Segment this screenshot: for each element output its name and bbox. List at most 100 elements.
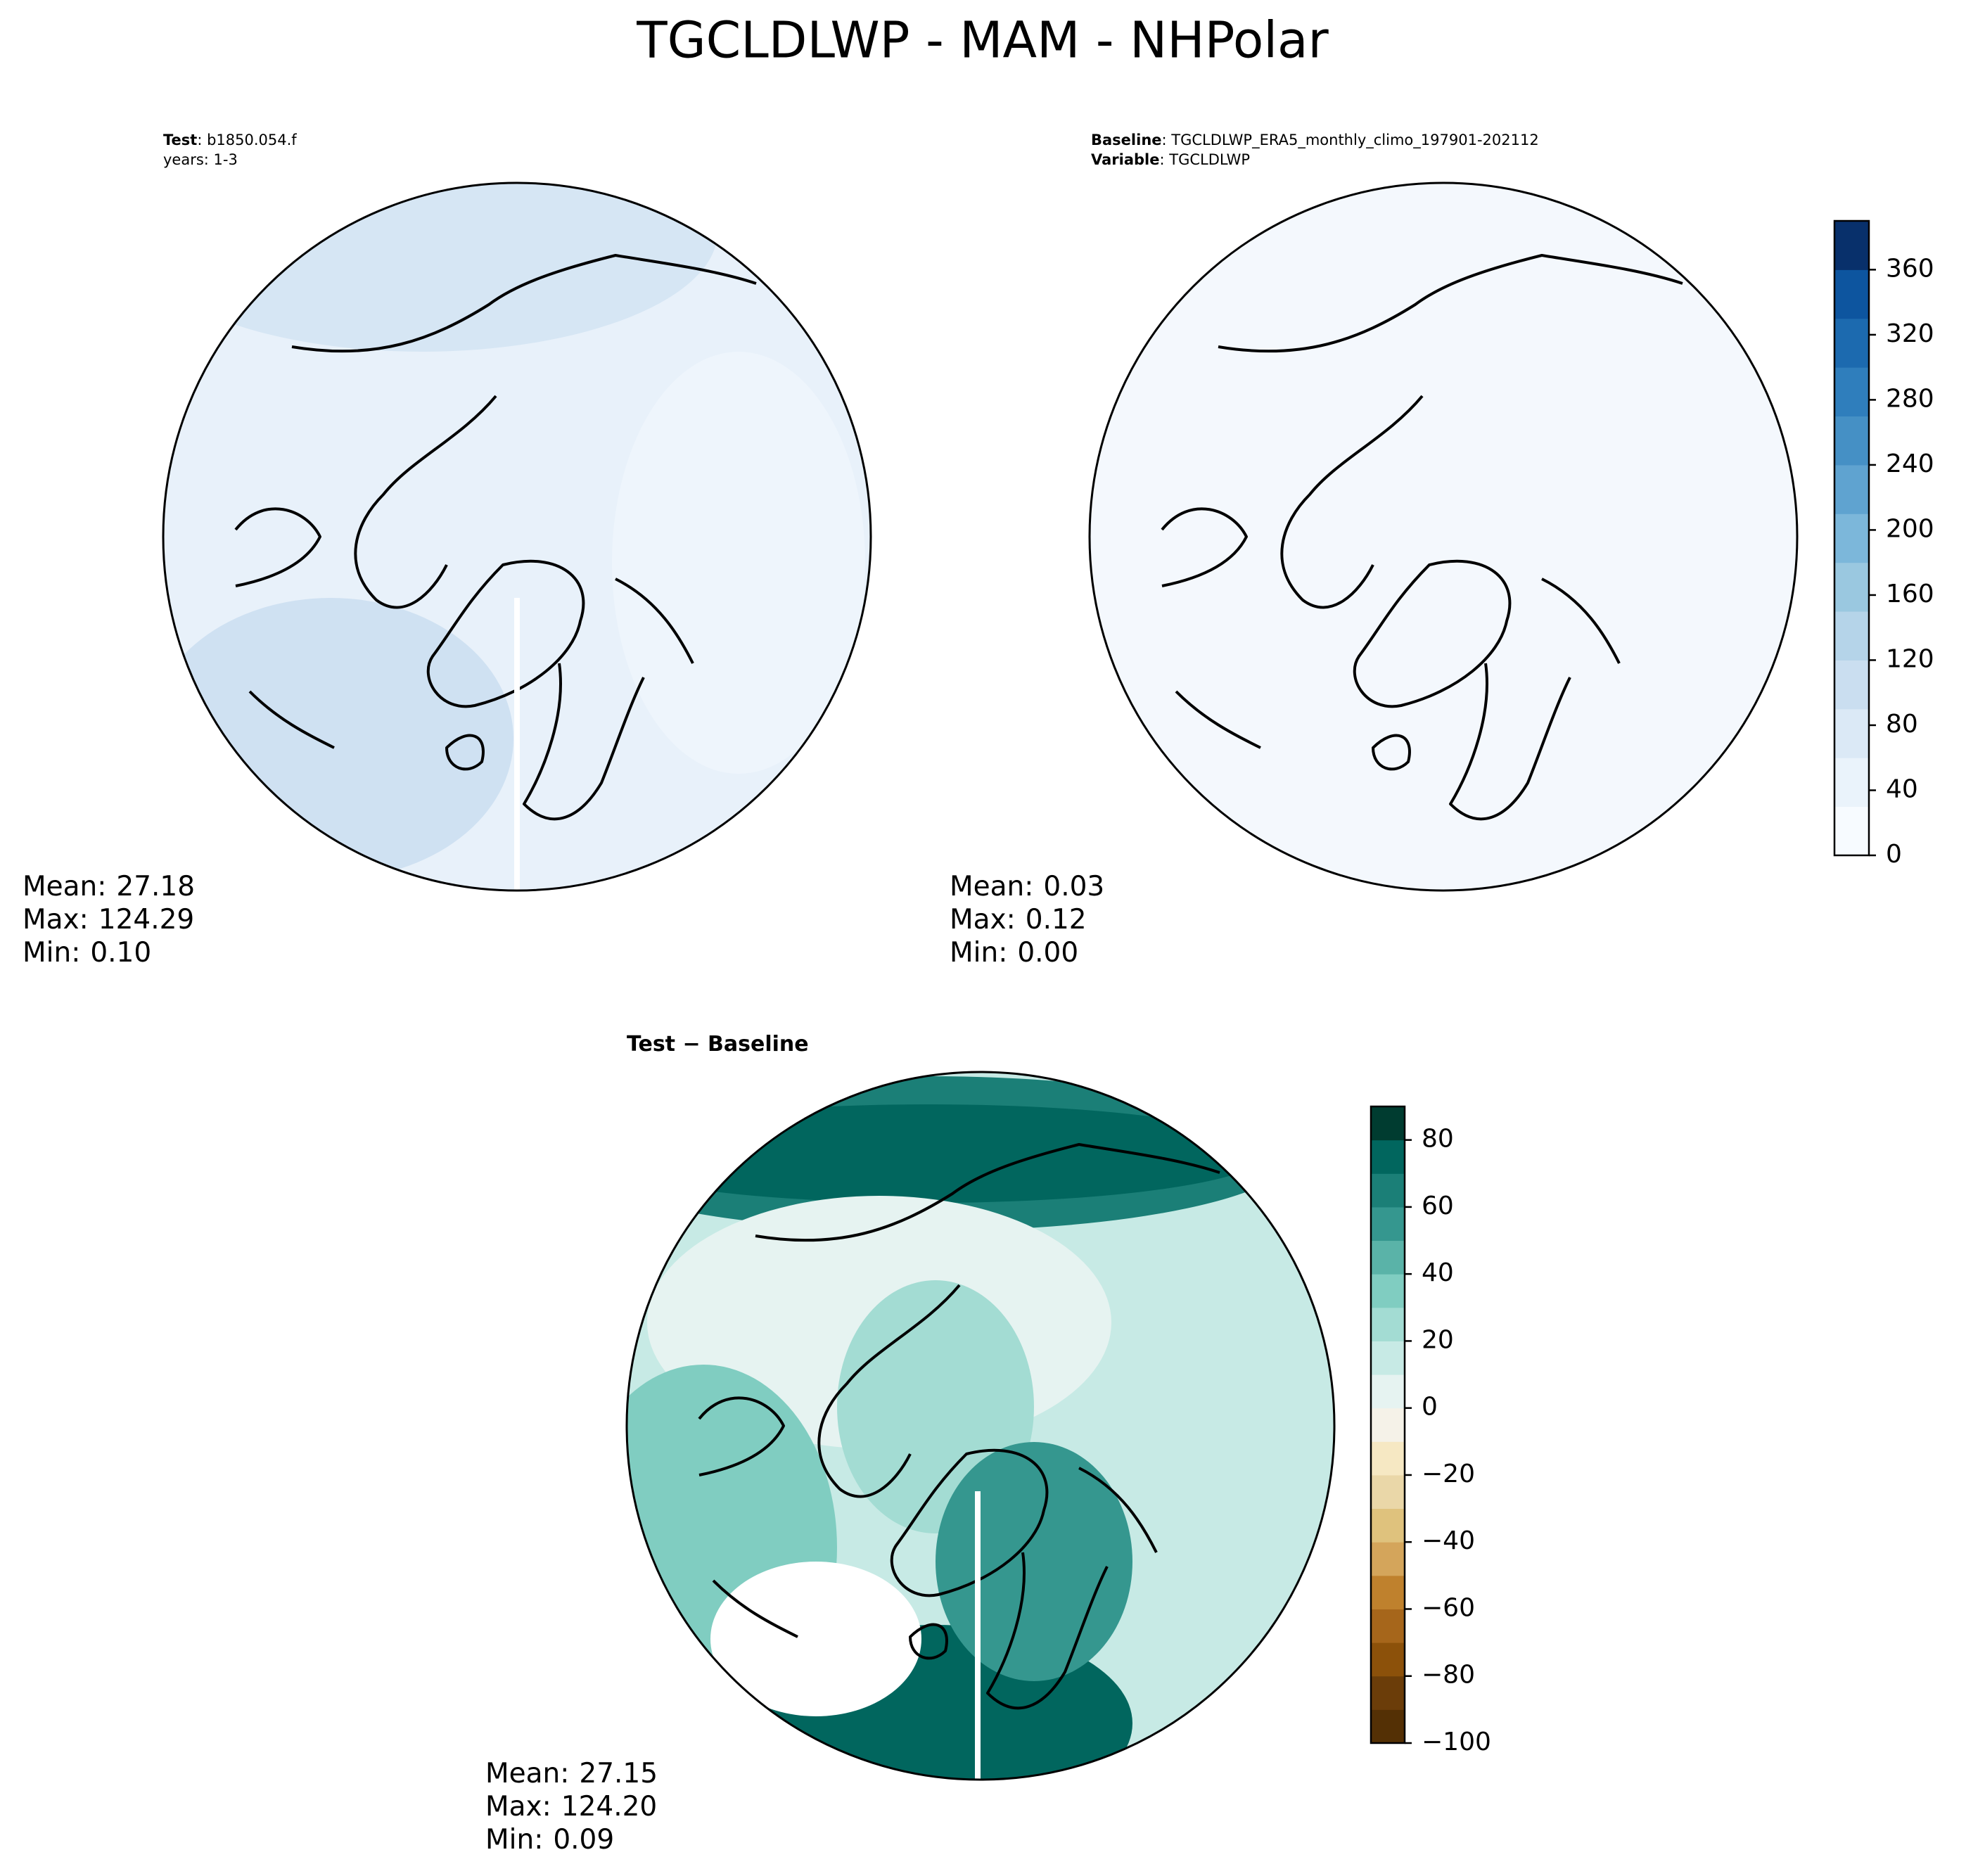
- header-value: years: 1-3: [163, 151, 238, 168]
- stat-value: 27.15: [579, 1758, 658, 1789]
- figure-title: TGCLDLWP - MAM - NHPolar: [636, 11, 1329, 70]
- colorbar-frame: [1833, 219, 1870, 857]
- colorbar-band: [1371, 1206, 1405, 1242]
- stat-value: 124.20: [561, 1791, 657, 1823]
- colorbar-band: [1371, 1274, 1405, 1308]
- colorbar-tick-label: 60: [1422, 1192, 1454, 1220]
- map-border: [1088, 181, 1799, 892]
- colorbar-band: [1371, 1542, 1405, 1576]
- colorbar-tick-label: −60: [1422, 1593, 1475, 1622]
- stat: Min: 0.09: [485, 1824, 614, 1856]
- panel-header: Test: b1850.054.f: [163, 132, 297, 148]
- panel-header: Baseline: TGCLDLWP_ERA5_monthly_climo_19…: [1091, 132, 1539, 149]
- stat-value: 0.12: [1026, 904, 1087, 936]
- stat: Min: 0.00: [950, 937, 1078, 969]
- header-key: Test − Baseline: [627, 1032, 809, 1057]
- header-key: Test: [163, 132, 197, 148]
- stat-label: Max:: [950, 904, 1016, 936]
- colorbar-band: [1371, 1508, 1405, 1543]
- colorbar-tick-label: 40: [1886, 774, 1918, 803]
- colorbar-band: [1834, 611, 1869, 661]
- colorbar-tick-label: 0: [1886, 840, 1902, 869]
- colorbar-band: [1371, 1474, 1405, 1510]
- map-test: [163, 183, 871, 891]
- panel-header: Test − Baseline: [627, 1032, 809, 1057]
- colorbar-band: [1371, 1642, 1405, 1677]
- stat-value: 0.10: [90, 937, 151, 969]
- colorbar-band: [1834, 416, 1869, 466]
- colorbar-band: [1834, 367, 1869, 417]
- colorbar-tick-label: 80: [1422, 1125, 1454, 1154]
- colorbar-tick-label: −20: [1422, 1460, 1475, 1488]
- stat-label: Min:: [23, 937, 80, 969]
- stat-value: 0.03: [1043, 871, 1104, 902]
- stat-value: 27.18: [116, 871, 195, 902]
- colorbar-tick-label: 160: [1886, 580, 1934, 608]
- colorbar-band: [1371, 1106, 1405, 1141]
- map-border: [162, 181, 872, 892]
- colorbar-tick-label: 240: [1886, 449, 1934, 478]
- colorbar-tick-label: −100: [1422, 1728, 1491, 1756]
- colorbar-tick-label: 120: [1886, 644, 1934, 673]
- header-value: : b1850.054.f: [197, 132, 297, 148]
- colorbar-band: [1371, 1575, 1405, 1609]
- colorbar-band: [1834, 562, 1869, 612]
- colorbar-band: [1834, 660, 1869, 710]
- map-baseline: [1090, 183, 1797, 891]
- map-border: [625, 1071, 1336, 1781]
- colorbar-band: [1371, 1173, 1405, 1208]
- panel-header: Variable: TGCLDLWP: [1091, 151, 1250, 168]
- colorbar-tick-label: 20: [1422, 1325, 1454, 1354]
- stat: Max: 124.20: [485, 1791, 657, 1823]
- stat-label: Max:: [485, 1791, 551, 1823]
- colorbar-band: [1834, 269, 1869, 319]
- stat: Max: 124.29: [23, 904, 194, 936]
- stat: Mean: 27.15: [485, 1758, 658, 1789]
- map-difference: [627, 1072, 1334, 1780]
- colorbar-band: [1834, 806, 1869, 856]
- colorbar-band: [1371, 1307, 1405, 1341]
- colorbar-tick-label: 280: [1886, 384, 1934, 413]
- header-value: : TGCLDLWP_ERA5_monthly_climo_197901-202…: [1162, 132, 1539, 149]
- stat: Mean: 0.03: [950, 871, 1104, 902]
- colorbar-tick-label: 360: [1886, 254, 1934, 283]
- colorbar-band: [1371, 1240, 1405, 1275]
- stat-label: Mean:: [23, 871, 106, 902]
- stat: Mean: 27.18: [23, 871, 195, 902]
- colorbar-band: [1834, 513, 1869, 563]
- colorbar-tick-label: 0: [1422, 1393, 1438, 1422]
- colorbar-band: [1834, 464, 1869, 514]
- colorbar-tick-label: 320: [1886, 319, 1934, 348]
- colorbar-band: [1834, 758, 1869, 808]
- colorbar-tick-label: −40: [1422, 1526, 1475, 1555]
- colorbar-band: [1371, 1140, 1405, 1174]
- colorbar-tick-label: −80: [1422, 1661, 1475, 1690]
- header-value: : TGCLDLWP: [1159, 151, 1250, 168]
- stat: Min: 0.10: [23, 937, 151, 969]
- colorbar-band: [1371, 1374, 1405, 1409]
- colorbar-tick-label: 200: [1886, 514, 1934, 543]
- colorbar-band: [1834, 708, 1869, 758]
- stat-label: Max:: [23, 904, 89, 936]
- colorbar-frame: [1370, 1105, 1406, 1744]
- colorbar-band: [1834, 318, 1869, 368]
- stat-label: Mean:: [950, 871, 1033, 902]
- colorbar-band: [1371, 1609, 1405, 1643]
- colorbar-band: [1371, 1408, 1405, 1442]
- stat-label: Min:: [485, 1824, 543, 1856]
- colorbar-tick-label: 80: [1886, 710, 1918, 739]
- colorbar-band: [1371, 1709, 1405, 1744]
- colorbar-band: [1371, 1676, 1405, 1710]
- colorbar-band: [1834, 221, 1869, 270]
- stat: Max: 0.12: [950, 904, 1087, 936]
- panel-header: years: 1-3: [163, 151, 238, 168]
- header-key: Baseline: [1091, 132, 1162, 148]
- stat-value: 124.29: [98, 904, 194, 936]
- stat-label: Min:: [950, 937, 1007, 969]
- header-key: Variable: [1091, 151, 1159, 168]
- colorbar-band: [1371, 1441, 1405, 1476]
- stat-value: 0.09: [553, 1824, 614, 1856]
- stat-value: 0.00: [1017, 937, 1078, 969]
- colorbar-tick-label: 40: [1422, 1258, 1454, 1287]
